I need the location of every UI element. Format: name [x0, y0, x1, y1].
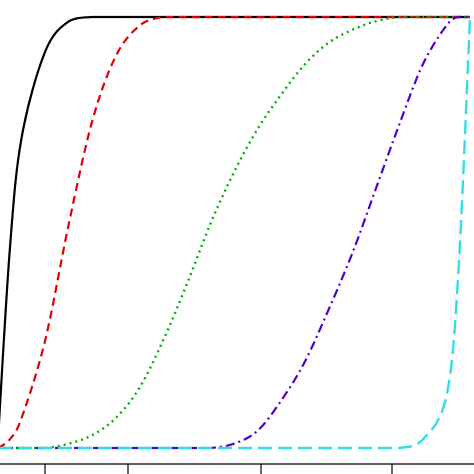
- axis-ticks: [44, 464, 393, 474]
- plot-area: [0, 15, 472, 450]
- series-line-2: [0, 15, 470, 449]
- series-line-3: [0, 15, 470, 450]
- series-line-5: [0, 16, 472, 450]
